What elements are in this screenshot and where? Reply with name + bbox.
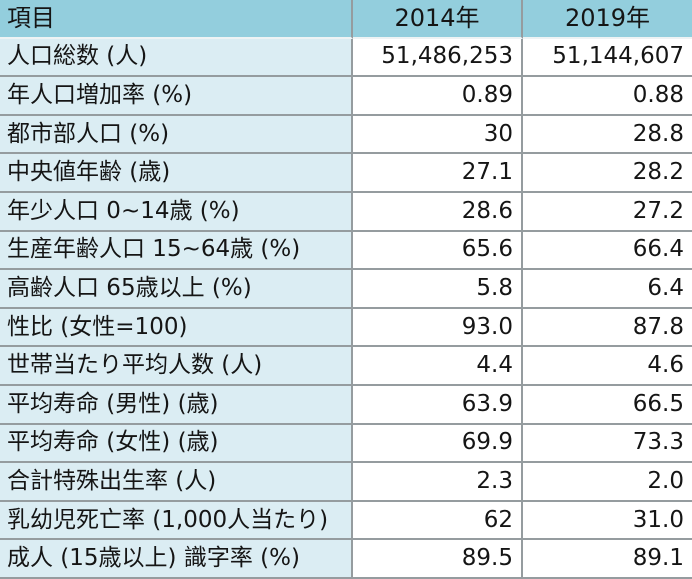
table-row: 年人口増加率 (%) 0.89 0.88 bbox=[0, 77, 692, 116]
row-label: 成人 (15歳以上) 識字率 (%) bbox=[0, 540, 353, 579]
value-2019: 27.2 bbox=[523, 192, 692, 232]
column-header-item: 項目 bbox=[0, 0, 353, 39]
row-label: 合計特殊出生率 (人) bbox=[0, 463, 353, 502]
table-body: 人口総数 (人) 51,486,253 51,144,607 年人口増加率 (%… bbox=[0, 38, 692, 579]
table-row: 中央値年齢 (歳) 27.1 28.2 bbox=[0, 154, 692, 193]
table-row: 都市部人口 (%) 30 28.8 bbox=[0, 115, 692, 155]
table-row: 世帯当たり平均人数 (人) 4.4 4.6 bbox=[0, 347, 692, 386]
value-2019: 0.88 bbox=[523, 77, 692, 116]
row-label: 平均寿命 (女性) (歳) bbox=[0, 424, 353, 464]
table-row: 人口総数 (人) 51,486,253 51,144,607 bbox=[0, 38, 692, 78]
value-2014: 0.89 bbox=[353, 77, 523, 116]
row-label: 人口総数 (人) bbox=[0, 38, 353, 78]
table-row: 生産年齢人口 15~64歳 (%) 65.6 66.4 bbox=[0, 231, 692, 271]
row-label: 生産年齢人口 15~64歳 (%) bbox=[0, 231, 353, 271]
value-2019: 51,144,607 bbox=[523, 38, 692, 78]
row-label: 高齢人口 65歳以上 (%) bbox=[0, 270, 353, 309]
table-row: 成人 (15歳以上) 識字率 (%) 89.5 89.1 bbox=[0, 540, 692, 579]
row-label: 中央値年齢 (歳) bbox=[0, 154, 353, 193]
value-2019: 2.0 bbox=[523, 463, 692, 502]
row-label: 乳幼児死亡率 (1,000人当たり) bbox=[0, 501, 353, 541]
value-2014: 2.3 bbox=[353, 463, 523, 502]
value-2014: 62 bbox=[353, 501, 523, 541]
value-2019: 66.5 bbox=[523, 385, 692, 425]
table-header-row: 項目 2014年 2019年 bbox=[0, 0, 692, 39]
value-2019: 6.4 bbox=[523, 270, 692, 309]
row-label: 年人口増加率 (%) bbox=[0, 77, 353, 116]
value-2019: 28.2 bbox=[523, 154, 692, 193]
value-2019: 73.3 bbox=[523, 424, 692, 464]
table-row: 合計特殊出生率 (人) 2.3 2.0 bbox=[0, 463, 692, 502]
value-2019: 31.0 bbox=[523, 501, 692, 541]
value-2014: 89.5 bbox=[353, 540, 523, 579]
row-label: 性比 (女性=100) bbox=[0, 308, 353, 348]
row-label: 世帯当たり平均人数 (人) bbox=[0, 347, 353, 386]
value-2014: 65.6 bbox=[353, 231, 523, 271]
table-row: 平均寿命 (男性) (歳) 63.9 66.5 bbox=[0, 385, 692, 425]
value-2014: 27.1 bbox=[353, 154, 523, 193]
value-2014: 51,486,253 bbox=[353, 38, 523, 78]
row-label: 平均寿命 (男性) (歳) bbox=[0, 385, 353, 425]
value-2014: 93.0 bbox=[353, 308, 523, 348]
row-label: 都市部人口 (%) bbox=[0, 115, 353, 155]
row-label: 年少人口 0~14歳 (%) bbox=[0, 192, 353, 232]
value-2019: 66.4 bbox=[523, 231, 692, 271]
value-2014: 28.6 bbox=[353, 192, 523, 232]
value-2014: 5.8 bbox=[353, 270, 523, 309]
value-2014: 4.4 bbox=[353, 347, 523, 386]
table-row: 高齢人口 65歳以上 (%) 5.8 6.4 bbox=[0, 270, 692, 309]
value-2014: 69.9 bbox=[353, 424, 523, 464]
column-header-2019: 2019年 bbox=[523, 0, 692, 39]
value-2014: 30 bbox=[353, 115, 523, 155]
value-2014: 63.9 bbox=[353, 385, 523, 425]
value-2019: 89.1 bbox=[523, 540, 692, 579]
value-2019: 4.6 bbox=[523, 347, 692, 386]
table-row: 平均寿命 (女性) (歳) 69.9 73.3 bbox=[0, 424, 692, 464]
value-2019: 87.8 bbox=[523, 308, 692, 348]
table-row: 年少人口 0~14歳 (%) 28.6 27.2 bbox=[0, 192, 692, 232]
column-header-2014: 2014年 bbox=[353, 0, 523, 39]
table-row: 性比 (女性=100) 93.0 87.8 bbox=[0, 308, 692, 348]
table-row: 乳幼児死亡率 (1,000人当たり) 62 31.0 bbox=[0, 501, 692, 541]
value-2019: 28.8 bbox=[523, 115, 692, 155]
